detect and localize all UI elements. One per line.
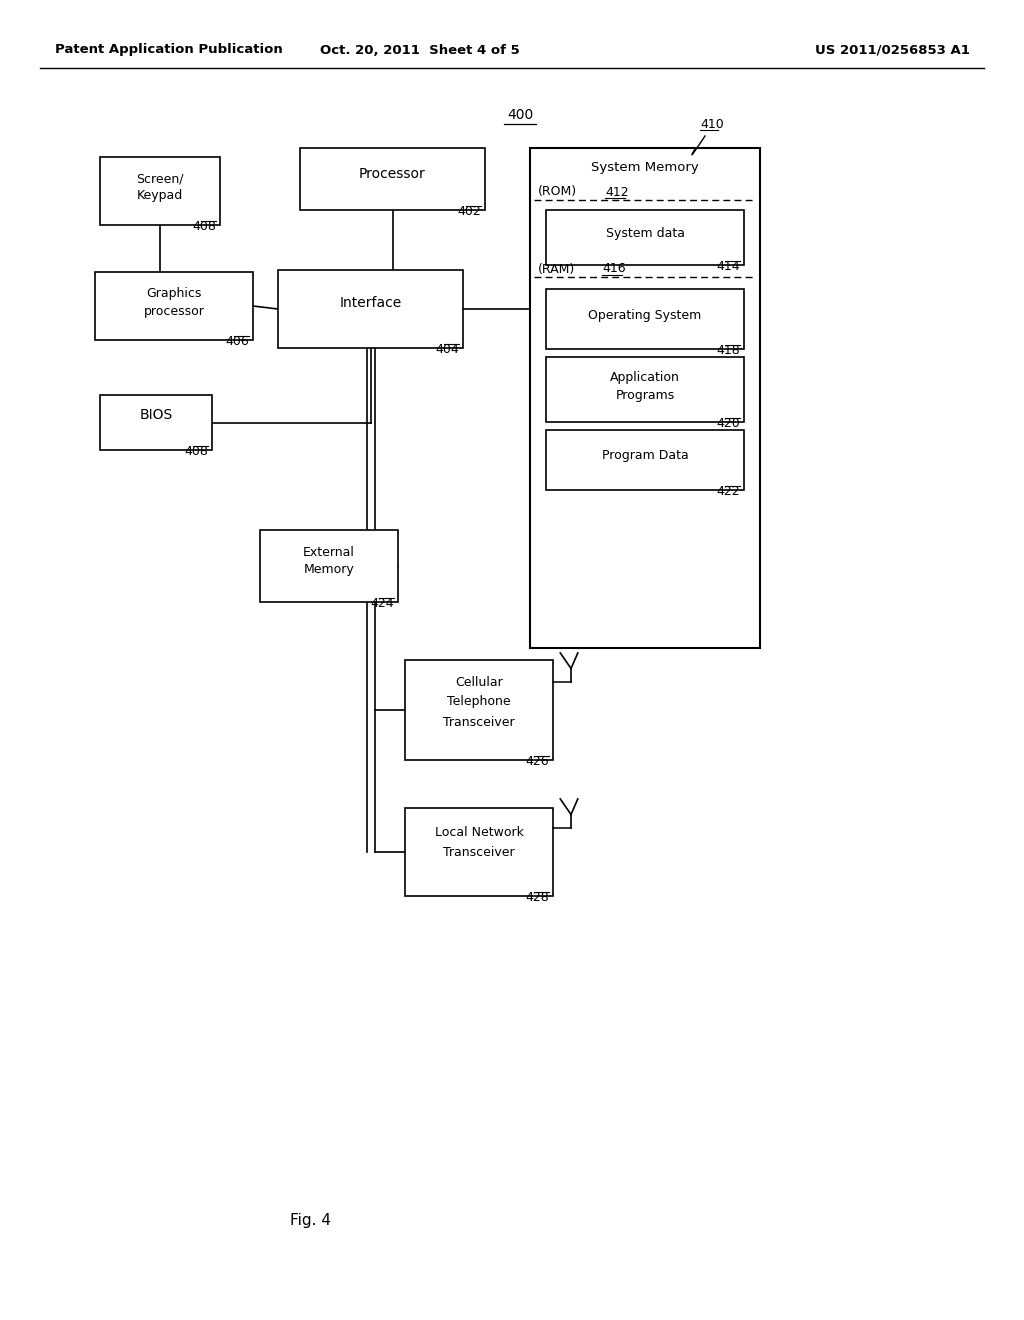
Text: (ROM): (ROM) xyxy=(538,186,578,198)
Bar xyxy=(546,356,744,422)
Bar xyxy=(406,808,553,896)
Text: Programs: Programs xyxy=(615,388,675,401)
Bar xyxy=(95,272,253,341)
Text: Screen/: Screen/ xyxy=(136,173,183,186)
Text: Graphics: Graphics xyxy=(146,288,202,301)
Text: Transceiver: Transceiver xyxy=(443,846,515,858)
Text: processor: processor xyxy=(143,305,205,318)
Text: 414: 414 xyxy=(717,260,740,273)
Text: Processor: Processor xyxy=(359,168,426,181)
Bar xyxy=(530,148,760,648)
Text: 426: 426 xyxy=(525,755,549,768)
Text: Patent Application Publication: Patent Application Publication xyxy=(55,44,283,57)
Text: Local Network: Local Network xyxy=(434,825,523,838)
Text: Oct. 20, 2011  Sheet 4 of 5: Oct. 20, 2011 Sheet 4 of 5 xyxy=(321,44,520,57)
Text: 424: 424 xyxy=(371,597,394,610)
Text: Interface: Interface xyxy=(339,296,401,310)
Text: 406: 406 xyxy=(225,335,249,348)
Text: 402: 402 xyxy=(458,205,481,218)
Text: BIOS: BIOS xyxy=(139,408,173,422)
Text: Cellular: Cellular xyxy=(455,676,503,689)
Text: Transceiver: Transceiver xyxy=(443,715,515,729)
Bar xyxy=(100,395,212,450)
Text: (RAM): (RAM) xyxy=(538,263,575,276)
Text: Memory: Memory xyxy=(304,564,354,577)
Text: 418: 418 xyxy=(716,345,740,356)
Text: 416: 416 xyxy=(602,263,626,276)
Text: System Memory: System Memory xyxy=(591,161,698,174)
Text: 404: 404 xyxy=(435,343,459,356)
Text: Application: Application xyxy=(610,371,680,384)
Text: 412: 412 xyxy=(605,186,629,198)
Text: 420: 420 xyxy=(716,417,740,430)
Text: 422: 422 xyxy=(717,484,740,498)
Bar xyxy=(546,210,744,265)
Bar xyxy=(300,148,485,210)
Text: Telephone: Telephone xyxy=(447,696,511,709)
Bar xyxy=(546,289,744,348)
Text: US 2011/0256853 A1: US 2011/0256853 A1 xyxy=(815,44,970,57)
Text: Program Data: Program Data xyxy=(602,450,688,462)
Bar xyxy=(546,430,744,490)
Bar xyxy=(260,531,398,602)
Bar xyxy=(406,660,553,760)
Text: 410: 410 xyxy=(700,117,724,131)
Text: System data: System data xyxy=(605,227,684,240)
Text: 408: 408 xyxy=(184,445,208,458)
Text: Operating System: Operating System xyxy=(589,309,701,322)
Text: 408: 408 xyxy=(193,220,216,234)
Text: Keypad: Keypad xyxy=(137,189,183,202)
Bar xyxy=(278,271,463,348)
Bar xyxy=(100,157,220,224)
Text: 400: 400 xyxy=(507,108,534,121)
Text: 428: 428 xyxy=(525,891,549,904)
Text: External: External xyxy=(303,545,355,558)
Text: Fig. 4: Fig. 4 xyxy=(290,1213,331,1228)
